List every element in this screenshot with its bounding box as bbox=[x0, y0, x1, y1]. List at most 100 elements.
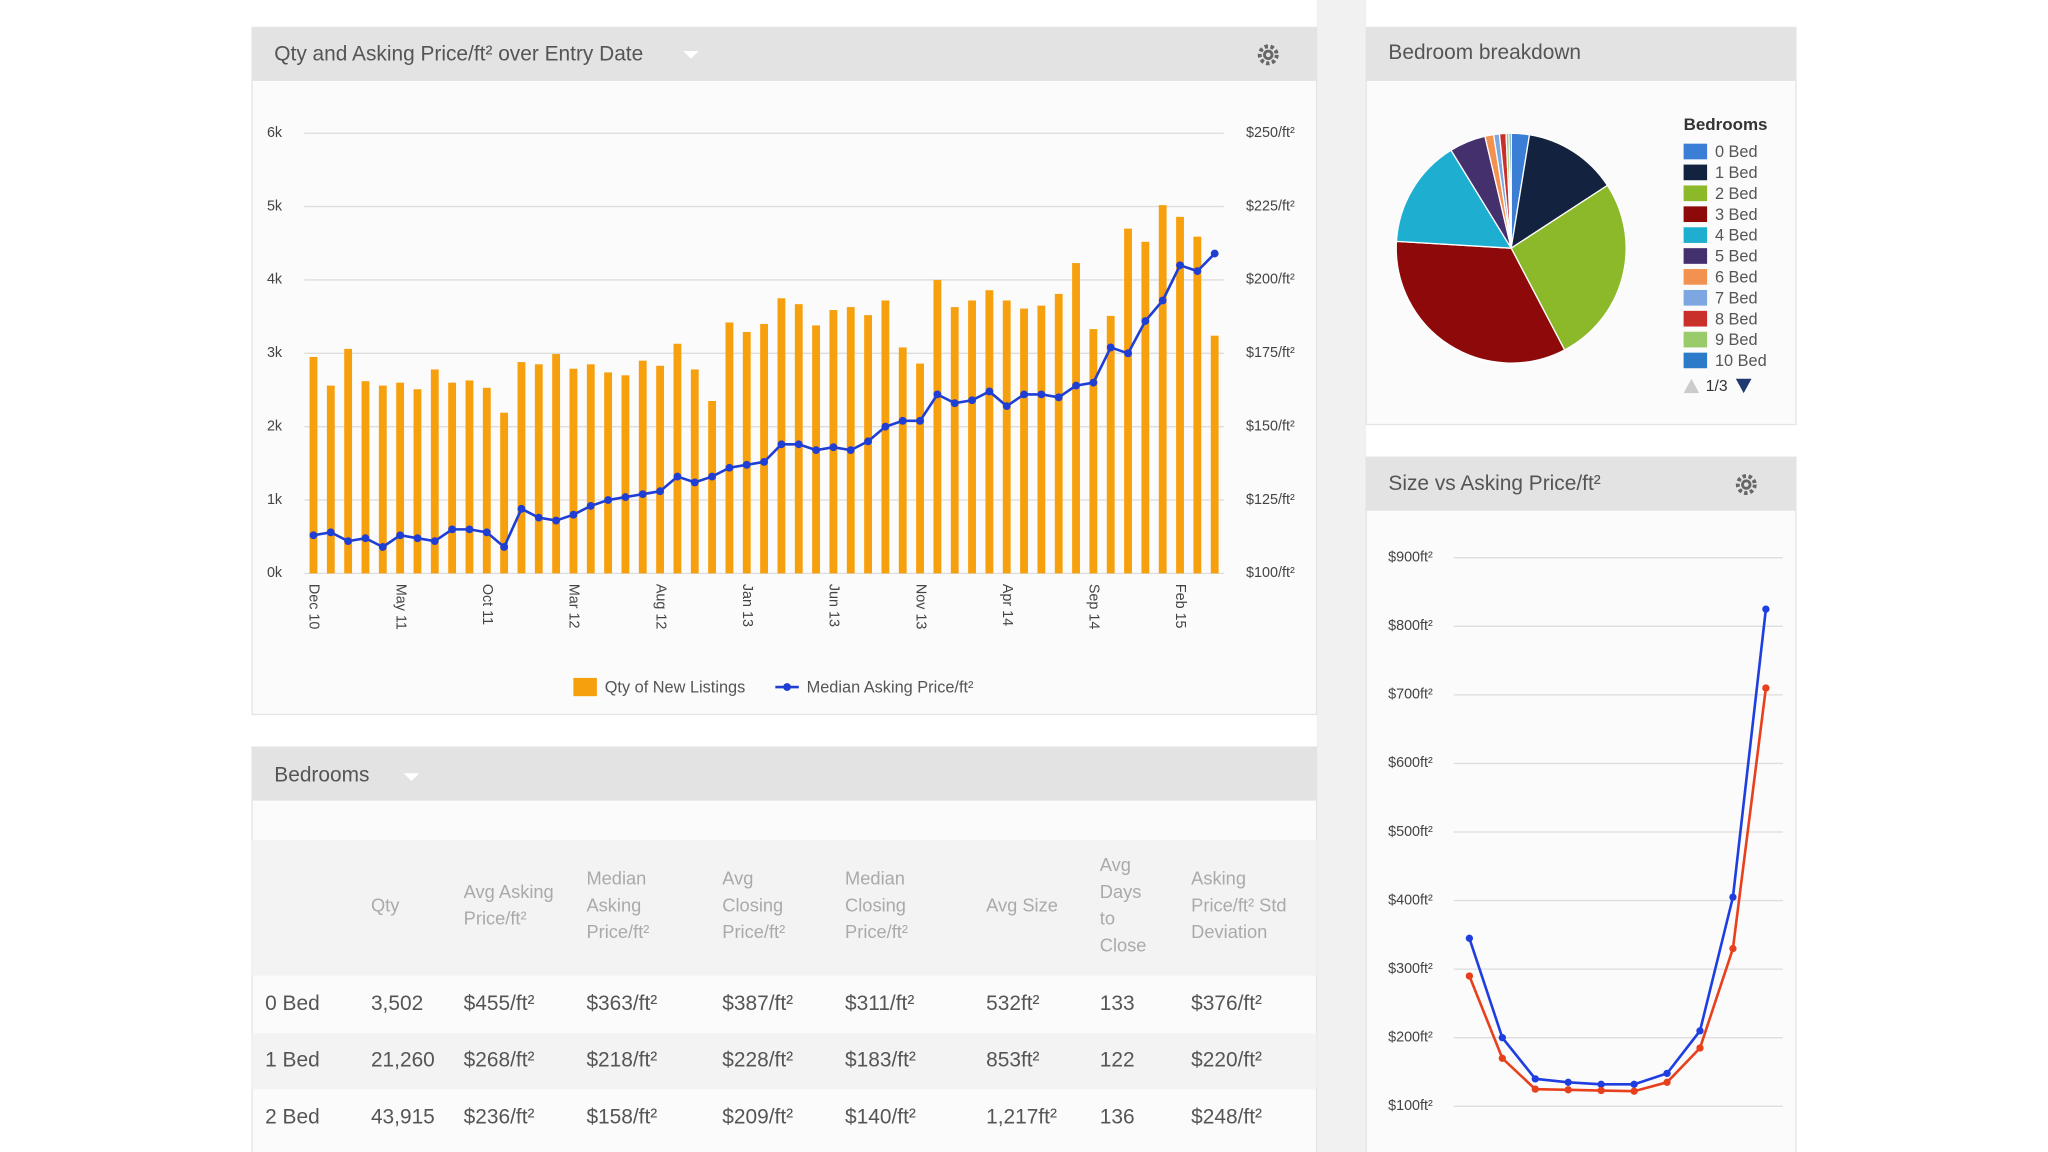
bar bbox=[604, 372, 613, 574]
bar bbox=[1089, 329, 1098, 574]
cell: 21,260 bbox=[371, 1049, 435, 1072]
bar bbox=[448, 382, 457, 574]
pie-slice bbox=[1508, 132, 1512, 249]
y-tick-label: 3k bbox=[267, 345, 283, 361]
point bbox=[742, 460, 751, 469]
bar bbox=[430, 369, 439, 574]
point bbox=[1072, 381, 1080, 390]
bar bbox=[881, 300, 890, 574]
y-tick-label: 5k bbox=[267, 198, 283, 214]
cell: $158/ft² bbox=[586, 1106, 657, 1129]
bar bbox=[1210, 335, 1219, 574]
bar bbox=[396, 382, 405, 574]
point bbox=[1729, 893, 1737, 901]
point bbox=[1465, 934, 1474, 942]
point bbox=[1124, 349, 1132, 358]
point bbox=[1762, 684, 1770, 692]
bar bbox=[552, 354, 561, 574]
bar bbox=[950, 307, 959, 574]
point bbox=[638, 490, 647, 499]
bar bbox=[413, 389, 422, 574]
legend-label: 5 Bed bbox=[1715, 248, 1758, 266]
point bbox=[1630, 1087, 1638, 1095]
point bbox=[1630, 1080, 1638, 1088]
column-header: Qty bbox=[371, 894, 400, 915]
cell: $311/ft² bbox=[845, 992, 914, 1015]
cell: $387/ft² bbox=[722, 992, 793, 1015]
y2-tick-label: $225/ft² bbox=[1246, 198, 1295, 214]
bar bbox=[1002, 300, 1011, 574]
point bbox=[881, 422, 890, 431]
column-header: Avg bbox=[722, 868, 753, 889]
point bbox=[673, 472, 682, 481]
point bbox=[1210, 249, 1219, 258]
bar bbox=[517, 362, 526, 574]
bar bbox=[344, 348, 353, 574]
y2-tick-label: $200/ft² bbox=[1246, 272, 1295, 288]
point bbox=[1531, 1085, 1539, 1093]
point bbox=[725, 463, 734, 472]
panel-title: Bedroom breakdown bbox=[1388, 41, 1581, 64]
point bbox=[1564, 1086, 1572, 1094]
cell: $220/ft² bbox=[1191, 1049, 1262, 1072]
legend-swatch bbox=[1683, 185, 1708, 202]
legend-swatch bbox=[1683, 248, 1708, 264]
bar bbox=[1193, 236, 1202, 574]
legend-next[interactable] bbox=[1735, 378, 1752, 394]
column-header: Deviation bbox=[1191, 921, 1267, 942]
legend-label: Qty of New Listings bbox=[605, 679, 746, 697]
y-tick-label: $100ft² bbox=[1388, 1098, 1433, 1114]
cell: 1,217ft² bbox=[986, 1106, 1057, 1129]
dropdown[interactable] bbox=[403, 773, 420, 782]
point bbox=[1597, 1080, 1605, 1088]
point bbox=[656, 487, 665, 496]
column-header: Closing bbox=[722, 894, 783, 915]
y2-tick-label: $175/ft² bbox=[1246, 345, 1295, 361]
cell: 0 Bed bbox=[265, 992, 320, 1015]
pie-slice bbox=[1510, 133, 1609, 250]
point bbox=[777, 440, 786, 449]
bar bbox=[500, 412, 509, 574]
y-tick-label: $800ft² bbox=[1388, 618, 1433, 634]
y-tick-label: $500ft² bbox=[1388, 824, 1433, 840]
x-tick-label: Jan 13 bbox=[739, 584, 755, 627]
table-row-band bbox=[252, 1033, 1317, 1090]
column-header: Price/ft² Std bbox=[1191, 894, 1286, 915]
bar bbox=[829, 310, 838, 574]
point bbox=[621, 493, 630, 502]
legend-prev[interactable] bbox=[1683, 378, 1700, 394]
y-tick-label: $300ft² bbox=[1388, 961, 1433, 977]
legend-label: 3 Bed bbox=[1715, 206, 1758, 224]
cell: $455/ft² bbox=[464, 992, 535, 1015]
bar bbox=[777, 298, 786, 574]
bar bbox=[968, 300, 976, 574]
x-tick-label: Mar 12 bbox=[566, 584, 582, 629]
legend-label: Median Asking Price/ft² bbox=[807, 679, 974, 697]
point bbox=[378, 543, 387, 551]
gutter bbox=[1316, 0, 1367, 1152]
bar bbox=[638, 360, 647, 574]
point bbox=[396, 531, 405, 540]
point bbox=[760, 457, 768, 466]
bar bbox=[1106, 315, 1115, 574]
bar bbox=[760, 323, 768, 574]
legend-label: 4 Bed bbox=[1715, 227, 1758, 245]
panel-header bbox=[252, 27, 1317, 81]
point bbox=[1193, 267, 1202, 276]
pie-legend: Bedrooms 0 Bed 1 Bed 2 Bed 3 Bed 4 Bed 5 Bed 6 … bbox=[1683, 115, 1768, 369]
legend-swatch bbox=[1683, 164, 1708, 181]
point bbox=[1465, 972, 1474, 980]
column-header: Asking bbox=[1191, 868, 1246, 889]
legend-swatch bbox=[1683, 143, 1708, 160]
dropdown[interactable] bbox=[683, 50, 699, 59]
point bbox=[1597, 1086, 1605, 1095]
point bbox=[1037, 390, 1046, 399]
line bbox=[1468, 687, 1768, 1093]
bar bbox=[846, 307, 855, 574]
point bbox=[916, 416, 924, 425]
y-tick-label: $400ft² bbox=[1388, 892, 1433, 908]
cell: $228/ft² bbox=[722, 1049, 793, 1072]
settings[interactable] bbox=[1735, 474, 1757, 496]
bar bbox=[1020, 308, 1028, 574]
